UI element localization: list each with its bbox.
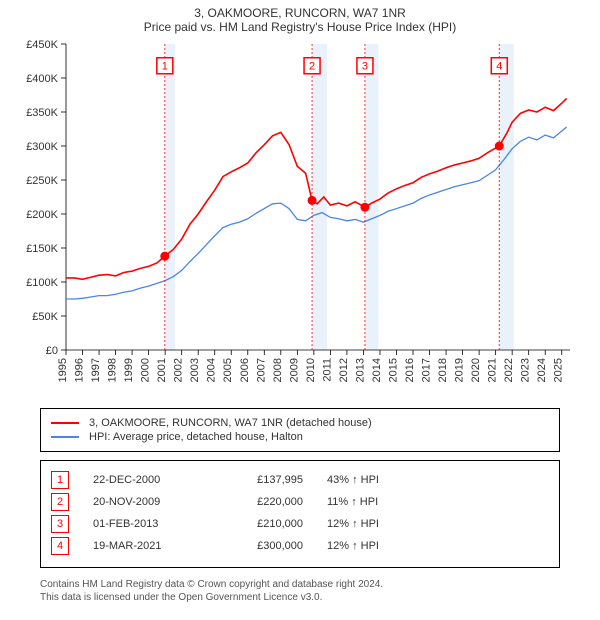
- svg-text:3: 3: [362, 61, 368, 73]
- svg-text:2005: 2005: [222, 358, 234, 382]
- svg-text:2020: 2020: [470, 358, 482, 382]
- svg-text:1996: 1996: [74, 358, 86, 382]
- chart-titles: 3, OAKMOORE, RUNCORN, WA7 1NR Price paid…: [0, 0, 600, 34]
- svg-text:2024: 2024: [536, 358, 548, 382]
- sales-price: £137,995: [213, 474, 303, 486]
- footer-line-1: Contains HM Land Registry data © Crown c…: [40, 578, 560, 591]
- svg-text:2023: 2023: [520, 358, 532, 382]
- svg-text:1999: 1999: [123, 358, 135, 382]
- svg-text:2010: 2010: [305, 358, 317, 382]
- svg-text:2004: 2004: [206, 358, 218, 382]
- svg-text:2011: 2011: [321, 358, 333, 382]
- svg-text:2018: 2018: [437, 358, 449, 382]
- sales-number: 1: [57, 474, 63, 486]
- sales-number-box: 3: [51, 515, 69, 533]
- svg-text:£400K: £400K: [26, 73, 58, 85]
- svg-text:1: 1: [162, 61, 168, 73]
- svg-text:£250K: £250K: [26, 175, 58, 187]
- sales-number-box: 1: [51, 471, 69, 489]
- sales-row: 4 19-MAR-2021 £300,000 12% ↑ HPI: [51, 537, 549, 555]
- chart-area: £0 £50K £100K £150K £200K £250K £300K £350K £400…: [20, 40, 580, 400]
- legend-swatch-property: [51, 422, 79, 424]
- svg-text:2021: 2021: [487, 358, 499, 382]
- svg-text:2007: 2007: [255, 358, 267, 382]
- sales-number: 4: [57, 540, 63, 552]
- sales-price: £300,000: [213, 540, 303, 552]
- svg-text:2014: 2014: [371, 358, 383, 382]
- svg-text:2009: 2009: [288, 358, 300, 382]
- legend: 3, OAKMOORE, RUNCORN, WA7 1NR (detached …: [40, 408, 560, 452]
- svg-text:1995: 1995: [57, 358, 69, 382]
- svg-text:£100K: £100K: [26, 277, 58, 289]
- svg-text:2017: 2017: [421, 358, 433, 382]
- svg-text:2001: 2001: [156, 358, 168, 382]
- svg-text:2025: 2025: [553, 358, 565, 382]
- svg-text:2012: 2012: [338, 358, 350, 382]
- svg-text:4: 4: [496, 61, 502, 73]
- footer: Contains HM Land Registry data © Crown c…: [40, 578, 560, 604]
- svg-text:2008: 2008: [272, 358, 284, 382]
- legend-swatch-hpi: [51, 436, 79, 438]
- svg-text:£150K: £150K: [26, 243, 58, 255]
- sales-table: 1 22-DEC-2000 £137,995 43% ↑ HPI 2 20-NO…: [40, 460, 560, 568]
- svg-text:£200K: £200K: [26, 209, 58, 221]
- svg-text:£50K: £50K: [32, 311, 58, 323]
- sales-row: 1 22-DEC-2000 £137,995 43% ↑ HPI: [51, 471, 549, 489]
- svg-text:£350K: £350K: [26, 107, 58, 119]
- sales-pct: 43% ↑ HPI: [327, 474, 447, 486]
- title-line-1: 3, OAKMOORE, RUNCORN, WA7 1NR: [0, 6, 600, 20]
- svg-text:£450K: £450K: [26, 40, 58, 51]
- sales-price: £220,000: [213, 496, 303, 508]
- sales-pct: 12% ↑ HPI: [327, 518, 447, 530]
- sales-date: 19-MAR-2021: [93, 540, 213, 552]
- svg-text:2015: 2015: [387, 358, 399, 382]
- sales-date: 22-DEC-2000: [93, 474, 213, 486]
- svg-text:2: 2: [309, 61, 315, 73]
- svg-text:2016: 2016: [404, 358, 416, 382]
- chart-svg: £0 £50K £100K £150K £200K £250K £300K £350K £400…: [20, 40, 580, 400]
- svg-text:2013: 2013: [354, 358, 366, 382]
- sales-date: 01-FEB-2013: [93, 518, 213, 530]
- svg-text:2019: 2019: [454, 358, 466, 382]
- legend-label-property: 3, OAKMOORE, RUNCORN, WA7 1NR (detached …: [89, 417, 372, 429]
- footer-line-2: This data is licensed under the Open Gov…: [40, 591, 560, 604]
- sales-price: £210,000: [213, 518, 303, 530]
- svg-text:2000: 2000: [140, 358, 152, 382]
- svg-text:1998: 1998: [107, 358, 119, 382]
- sales-number: 3: [57, 518, 63, 530]
- title-line-2: Price paid vs. HM Land Registry's House …: [0, 20, 600, 34]
- svg-text:£0: £0: [46, 345, 58, 357]
- sales-pct: 12% ↑ HPI: [327, 540, 447, 552]
- svg-text:1997: 1997: [90, 358, 102, 382]
- svg-text:2002: 2002: [173, 358, 185, 382]
- legend-item-property: 3, OAKMOORE, RUNCORN, WA7 1NR (detached …: [51, 417, 549, 429]
- svg-text:2006: 2006: [239, 358, 251, 382]
- sales-number-box: 2: [51, 493, 69, 511]
- svg-text:2003: 2003: [189, 358, 201, 382]
- sales-number: 2: [57, 496, 63, 508]
- sales-row: 3 01-FEB-2013 £210,000 12% ↑ HPI: [51, 515, 549, 533]
- svg-text:£300K: £300K: [26, 141, 58, 153]
- sales-number-box: 4: [51, 537, 69, 555]
- legend-item-hpi: HPI: Average price, detached house, Halt…: [51, 431, 549, 443]
- sales-date: 20-NOV-2009: [93, 496, 213, 508]
- legend-label-hpi: HPI: Average price, detached house, Halt…: [89, 431, 303, 443]
- svg-text:2022: 2022: [503, 358, 515, 382]
- sales-row: 2 20-NOV-2009 £220,000 11% ↑ HPI: [51, 493, 549, 511]
- sales-pct: 11% ↑ HPI: [327, 496, 447, 508]
